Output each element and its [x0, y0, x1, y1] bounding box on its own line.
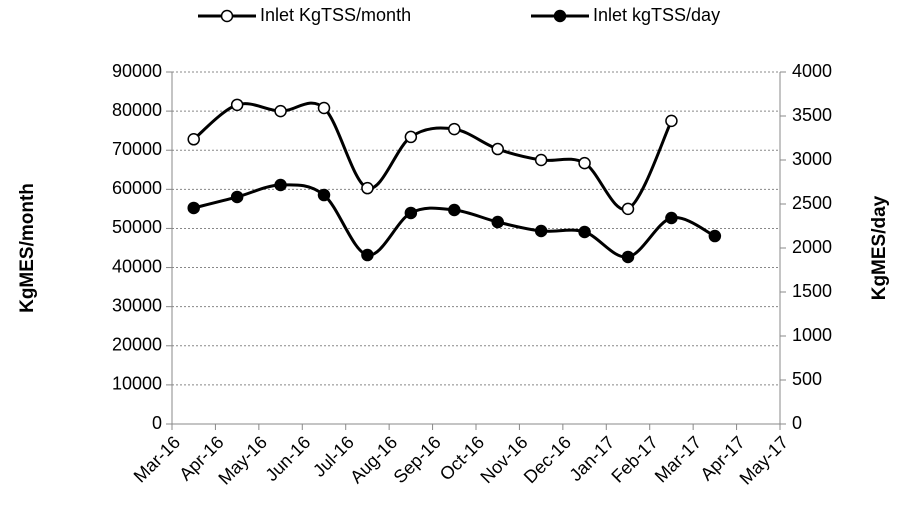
data-point [665, 211, 678, 225]
y2-tick-label: 0 [792, 413, 802, 433]
data-point [448, 203, 461, 217]
series-line [193, 183, 716, 259]
data-point [448, 122, 461, 136]
data-point [665, 114, 678, 128]
data-point [230, 98, 244, 112]
y-tick-label: 50000 [112, 217, 162, 237]
y-tick-label: 90000 [112, 61, 162, 81]
data-point [491, 215, 504, 229]
data-point [274, 178, 287, 192]
x-tick-label: May-17 [736, 432, 793, 489]
y-axis-title: KgMES/month [17, 183, 38, 313]
data-point [404, 206, 418, 220]
data-point [187, 133, 200, 146]
y-tick-label: 20000 [112, 335, 162, 355]
legend-label: Inlet KgTSS/month [260, 5, 411, 25]
y-tick-label: 10000 [112, 374, 162, 394]
y-tick-label: 70000 [112, 139, 162, 159]
y-tick-label: 60000 [112, 178, 162, 198]
x-tick-label: May-16 [214, 432, 271, 489]
x-tick-label: Feb-17 [607, 432, 661, 486]
x-tick-label: Jun-16 [261, 432, 314, 485]
y2-tick-label: 1000 [792, 325, 832, 345]
data-point [621, 250, 635, 264]
y-tick-label: 0 [152, 413, 162, 433]
data-point [578, 225, 591, 239]
y2-tick-label: 1500 [792, 281, 832, 301]
y2-tick-label: 500 [792, 369, 822, 389]
data-point [404, 130, 418, 144]
y2-tick-label: 2000 [792, 237, 832, 257]
y-tick-label: 30000 [112, 295, 162, 315]
x-tick-label: Mar-17 [651, 432, 705, 486]
x-tick-label: Dec-16 [520, 432, 575, 487]
legend-label: Inlet kgTSS/day [593, 5, 720, 25]
data-point [491, 142, 504, 156]
x-tick-label: Nov-16 [476, 432, 531, 487]
y2-tick-label: 2500 [792, 193, 832, 213]
x-tick-label: Jan-17 [565, 432, 618, 485]
data-point [187, 201, 200, 215]
y-tick-label: 80000 [112, 100, 162, 120]
data-point [621, 202, 635, 216]
y2-tick-label: 4000 [792, 61, 832, 81]
data-point [534, 153, 548, 167]
data-point [361, 181, 374, 195]
y-tick-label: 40000 [112, 256, 162, 276]
data-point [317, 101, 331, 115]
data-point [534, 224, 548, 238]
legend-marker [553, 9, 567, 23]
data-point [578, 156, 591, 170]
x-tick-label: Sep-16 [390, 432, 445, 487]
legend-marker [220, 9, 234, 23]
y2-axis-title: KgMES/day [869, 195, 890, 300]
data-point [274, 104, 287, 118]
y2-tick-label: 3500 [792, 105, 832, 125]
x-tick-label: Mar-16 [130, 432, 184, 486]
data-point [317, 188, 331, 202]
x-tick-label: Aug-16 [346, 432, 401, 487]
y2-tick-label: 3000 [792, 149, 832, 169]
data-point [361, 248, 374, 262]
data-point [708, 229, 722, 243]
series-line [192, 101, 673, 211]
data-point [230, 190, 244, 204]
